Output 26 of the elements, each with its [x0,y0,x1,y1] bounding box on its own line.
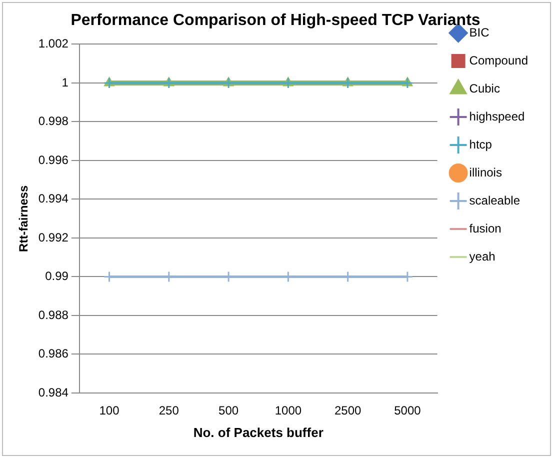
y-tick-label: 1 [62,75,69,90]
y-axis-title: Rtt-fairness [16,184,31,252]
legend-label: Compound [469,53,528,68]
y-tick-label: 0.998 [38,114,69,128]
x-tick-label: 2500 [334,404,362,418]
x-axis-title: No. of Packets buffer [193,424,324,440]
y-tick-label: 0.992 [38,230,69,244]
x-tick-label: 1000 [274,404,302,418]
y-tick-label: 0.984 [38,385,69,400]
y-tick-label: 0.988 [38,308,69,322]
x-tick-label: 250 [158,404,180,418]
x-tick-label: 5000 [394,404,422,418]
legend-label: highspeed [469,109,525,124]
legend-label: fusion [469,221,502,236]
y-tick-label: 0.994 [38,192,69,206]
legend-label: yeah [469,249,496,264]
legend-label: scaleable [469,193,520,208]
x-tick-label: 100 [99,404,120,418]
y-tick-label: 0.99 [45,269,69,284]
legend-label: htcp [469,137,492,152]
y-tick-label: 0.986 [38,346,69,361]
y-tick-label: 1.002 [38,36,69,51]
y-tick-label: 0.996 [38,152,69,167]
x-tick-label: 500 [218,404,239,418]
legend-label: Cubic [469,81,500,96]
legend-label: illinois [469,165,502,180]
